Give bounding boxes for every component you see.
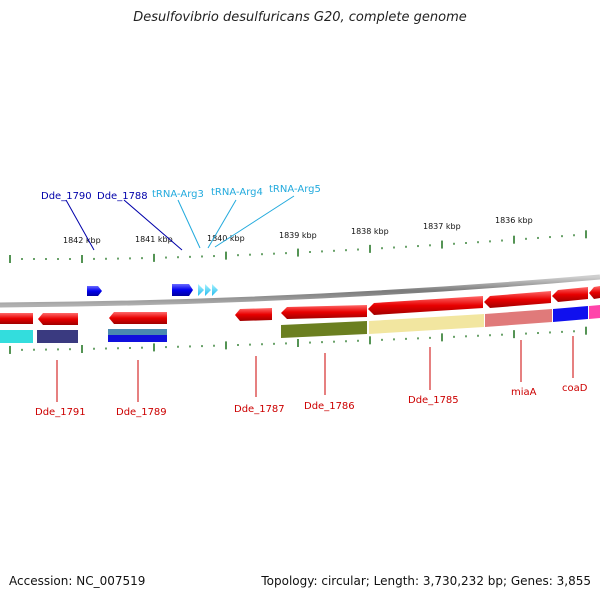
gene-dde-1790[interactable] (87, 286, 102, 296)
gene-dde-1789[interactable] (109, 312, 167, 324)
gene-dde-1791[interactable] (38, 313, 78, 325)
scale-label-1839: 1839 kbp (279, 231, 317, 240)
topology-text: Topology: circular; Length: 3,730,232 bp… (261, 574, 591, 588)
band-coad (553, 306, 588, 322)
label-trna-arg3[interactable]: tRNA-Arg3 (152, 189, 204, 200)
gene-dde-1786[interactable] (281, 305, 367, 319)
label-dde-1787[interactable]: Dde_1787 (234, 404, 285, 415)
gene-dde-1788[interactable] (172, 284, 193, 296)
band-dde-1789-bottom (108, 335, 167, 342)
band-next (589, 305, 600, 319)
genome-backbone (0, 274, 600, 308)
label-dde-1788[interactable]: Dde_1788 (97, 191, 148, 202)
map-title: Desulfovibrio desulfuricans G20, complet… (133, 10, 467, 25)
label-dde-1789[interactable]: Dde_1789 (116, 407, 167, 418)
band-dde-1785 (369, 314, 484, 334)
leader-trna-arg3 (177, 199, 201, 249)
gene-dde-1787[interactable] (235, 308, 272, 321)
band-dde-1791a (0, 330, 33, 343)
upper-scale-track (9, 230, 587, 263)
label-dde-1785[interactable]: Dde_1785 (408, 395, 459, 406)
label-coad[interactable]: coaD (562, 383, 588, 394)
scale-label-1836: 1836 kbp (495, 216, 533, 225)
label-dde-1786[interactable]: Dde_1786 (304, 401, 355, 412)
scale-label-1840: 1840 kbp (207, 234, 245, 243)
label-dde-1791[interactable]: Dde_1791 (35, 407, 86, 418)
leader-dde-1788 (123, 199, 183, 251)
label-trna-arg4[interactable]: tRNA-Arg4 (211, 187, 263, 198)
trna-arg4[interactable] (205, 284, 211, 296)
lower-scale-track (9, 326, 587, 354)
scale-label-1838: 1838 kbp (351, 227, 389, 236)
scale-label-1841: 1841 kbp (135, 235, 173, 244)
leader-trna-arg5 (214, 195, 295, 248)
band-miaa (485, 309, 552, 327)
gene-next[interactable] (589, 286, 600, 299)
gene-dde-1785[interactable] (368, 296, 483, 315)
leader-trna-arg4 (207, 199, 237, 249)
band-dde-1789-top (108, 329, 167, 335)
gene-dde-1791a[interactable] (0, 313, 33, 324)
trna-arg5[interactable] (212, 284, 218, 296)
scale-label-1837: 1837 kbp (423, 222, 461, 231)
band-dde-1791 (37, 330, 78, 343)
band-dde-1786 (281, 321, 367, 338)
leader-dde-1790 (65, 199, 95, 251)
trna-arg3[interactable] (198, 284, 204, 296)
accession-text: Accession: NC_007519 (9, 574, 146, 588)
scale-label-1842: 1842 kbp (63, 236, 101, 245)
label-trna-arg5[interactable]: tRNA-Arg5 (269, 184, 321, 195)
gene-miaa[interactable] (484, 291, 551, 308)
gene-coad[interactable] (552, 287, 588, 302)
label-dde-1790[interactable]: Dde_1790 (41, 191, 92, 202)
label-miaa[interactable]: miaA (511, 387, 537, 398)
